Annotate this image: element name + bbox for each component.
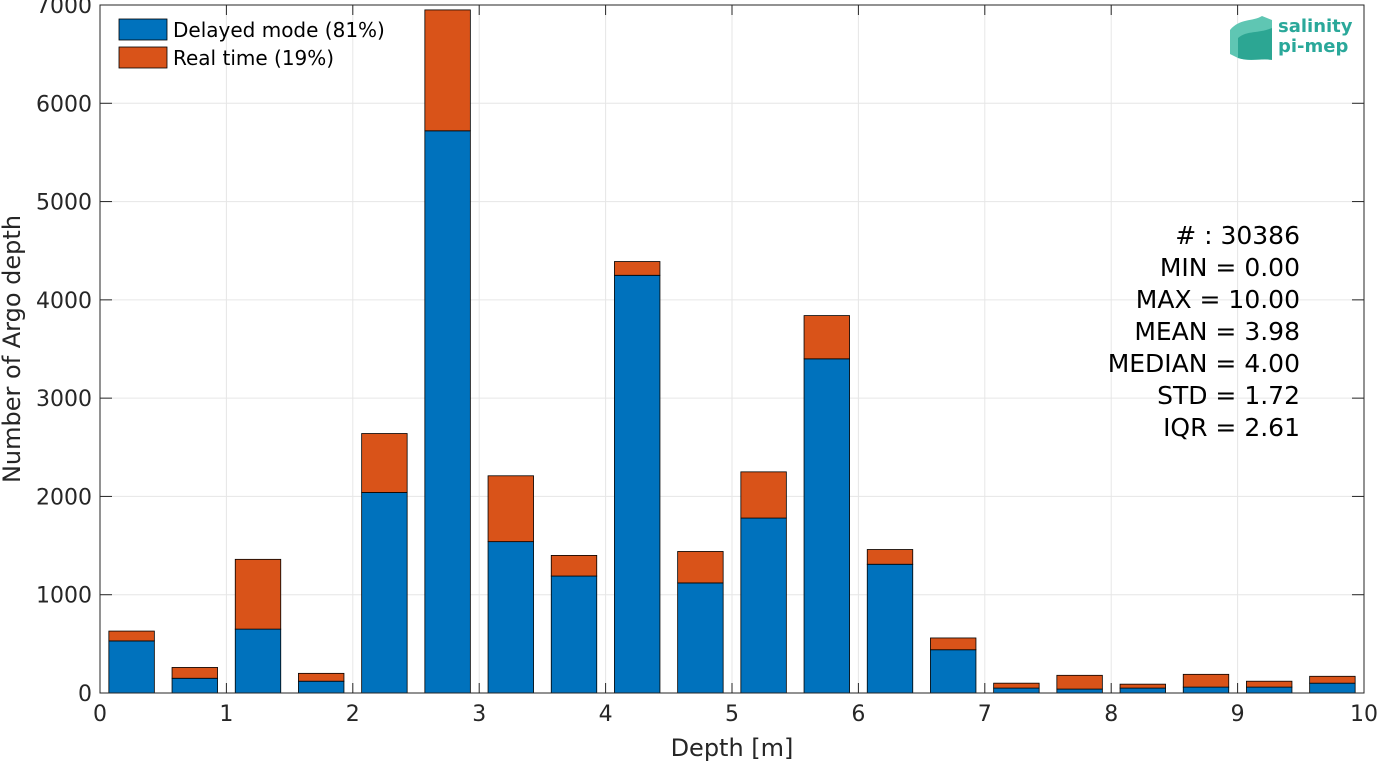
- x-tick-labels: 0 1 2 3 4 5 6 7 8 9 10: [93, 702, 1378, 727]
- bar-group: [108, 9, 1356, 694]
- bar-real-time: [1119, 683, 1166, 689]
- bar-real-time: [550, 555, 598, 577]
- bar-delayed-mode: [1246, 686, 1293, 694]
- bar-delayed-mode: [677, 582, 724, 694]
- bar-delayed-mode: [424, 130, 471, 694]
- logo-text-salinity: salinity: [1278, 16, 1353, 37]
- y-tick-label: 6000: [36, 92, 92, 117]
- y-tick-label: 2000: [36, 485, 92, 510]
- stat-line: MEDIAN = 4.00: [1108, 349, 1300, 378]
- x-tick-label: 9: [1231, 702, 1245, 727]
- y-tick-label: 3000: [36, 387, 92, 412]
- bar-real-time: [1182, 673, 1230, 688]
- bar-real-time: [234, 558, 282, 630]
- y-tick-label: 1000: [36, 584, 92, 609]
- bar-real-time: [487, 475, 534, 543]
- plot-frame: [99, 4, 1365, 694]
- bar-real-time: [1246, 680, 1293, 688]
- salinity-pimep-logo: salinity pi-mep: [1230, 16, 1353, 60]
- x-tick-label: 5: [725, 702, 739, 727]
- x-tick-label: 4: [599, 702, 613, 727]
- stat-line: MAX = 10.00: [1136, 285, 1300, 314]
- bar-delayed-mode: [487, 541, 534, 694]
- bar-delayed-mode: [1056, 688, 1103, 694]
- stat-line: IQR = 2.61: [1163, 413, 1300, 442]
- bar-real-time: [424, 9, 471, 132]
- x-tick-label: 3: [472, 702, 486, 727]
- y-tick-label: 0: [78, 682, 92, 707]
- legend-swatch-delayed: [118, 18, 168, 41]
- logo-text-pimep: pi-mep: [1278, 36, 1348, 57]
- bar-delayed-mode: [298, 680, 345, 694]
- stat-line: # : 30386: [1175, 221, 1300, 250]
- legend-swatch-realtime: [118, 46, 168, 69]
- bar-delayed-mode: [361, 492, 408, 694]
- bar-delayed-mode: [614, 274, 661, 694]
- bar-delayed-mode: [1119, 687, 1166, 694]
- bar-real-time: [677, 551, 724, 584]
- bar-real-time: [930, 637, 977, 651]
- x-tick-label: 8: [1104, 702, 1118, 727]
- bar-delayed-mode: [740, 517, 787, 694]
- y-tick-label: 7000: [36, 0, 92, 19]
- bar-delayed-mode: [108, 640, 155, 694]
- stat-line: MEAN = 3.98: [1134, 317, 1300, 346]
- x-tick-label: 7: [978, 702, 992, 727]
- x-tick-label: 0: [93, 702, 107, 727]
- bar-real-time: [1309, 675, 1356, 684]
- bar-real-time: [1056, 674, 1103, 690]
- legend: Delayed mode (81%) Real time (19%): [118, 18, 385, 70]
- bar-delayed-mode: [803, 358, 850, 694]
- bar-real-time: [993, 682, 1040, 689]
- bar-real-time: [298, 672, 345, 682]
- bar-real-time: [171, 667, 218, 679]
- legend-label-realtime: Real time (19%): [173, 46, 334, 70]
- bar-delayed-mode: [1182, 686, 1230, 694]
- bar-delayed-mode: [171, 677, 218, 694]
- bar-real-time: [108, 630, 155, 642]
- bar-delayed-mode: [550, 575, 598, 694]
- bar-delayed-mode: [234, 628, 282, 694]
- x-tick-label: 1: [219, 702, 233, 727]
- y-tick-labels: 0 1000 2000 3000 4000 5000 6000 7000: [36, 0, 92, 707]
- statistics-box: # : 30386 MIN = 0.00 MAX = 10.00 MEAN = 3.9…: [1108, 221, 1300, 442]
- stat-line: STD = 1.72: [1157, 381, 1300, 410]
- x-tick-label: 10: [1350, 702, 1378, 727]
- stat-line: MIN = 0.00: [1160, 253, 1300, 282]
- x-tick-label: 6: [851, 702, 865, 727]
- bar-real-time: [803, 315, 850, 360]
- y-tick-label: 4000: [36, 289, 92, 314]
- bar-real-time: [740, 471, 787, 519]
- bar-real-time: [614, 261, 661, 276]
- bar-delayed-mode: [930, 649, 977, 694]
- y-axis-label: Number of Argo depth: [0, 215, 26, 483]
- x-axis-label: Depth [m]: [671, 734, 794, 762]
- y-tick-label: 5000: [36, 191, 92, 216]
- bar-delayed-mode: [993, 687, 1040, 694]
- bar-delayed-mode: [866, 563, 914, 694]
- bar-real-time: [866, 549, 914, 565]
- bar-real-time: [361, 433, 408, 493]
- bar-delayed-mode: [1309, 682, 1356, 694]
- logo-wave-icon-dark: [1238, 28, 1272, 60]
- x-tick-label: 2: [346, 702, 360, 727]
- legend-label-delayed: Delayed mode (81%): [173, 18, 385, 42]
